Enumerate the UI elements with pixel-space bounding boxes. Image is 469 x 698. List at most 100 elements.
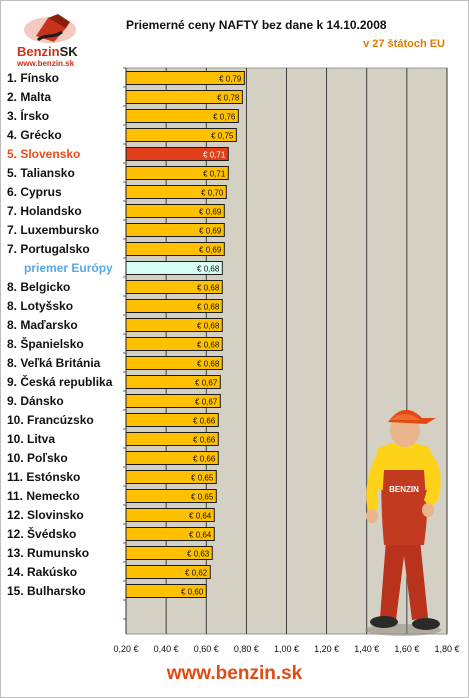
- country-label: 2. Malta: [7, 90, 52, 104]
- average-label: priemer Európy: [24, 261, 113, 275]
- bar: [125, 71, 245, 85]
- bar-value-label: € 0,67: [195, 379, 218, 388]
- bar-value-label: € 0,79: [219, 75, 242, 84]
- x-tick-label: 1,80 €: [434, 644, 459, 654]
- country-label: 12. Slovinsko: [7, 508, 84, 522]
- country-label: 10. Francúzsko: [7, 413, 94, 427]
- bar-value-label: € 0,65: [191, 493, 214, 502]
- country-label: 10. Poľsko: [7, 451, 68, 465]
- bar-value-label: € 0,63: [187, 550, 210, 559]
- bar: [125, 166, 229, 180]
- country-label: 8. Lotyšsko: [7, 299, 74, 313]
- bar-value-label: € 0,69: [199, 246, 222, 255]
- country-label: 6. Cyprus: [7, 185, 62, 199]
- bar-value-label: € 0,69: [199, 208, 222, 217]
- x-tick-label: 0,40 €: [154, 644, 179, 654]
- country-label: 10. Litva: [7, 432, 56, 446]
- country-label: 9. Dánsko: [7, 394, 64, 408]
- bar: [125, 318, 223, 332]
- bar: [125, 109, 239, 123]
- bar-value-label: € 0,64: [189, 512, 212, 521]
- x-tick-label: 1,00 €: [274, 644, 299, 654]
- bar: [125, 451, 219, 465]
- country-label: 7. Portugalsko: [7, 242, 90, 256]
- bar: [125, 546, 213, 560]
- bar: [125, 90, 243, 104]
- country-label: 7. Luxembursko: [7, 223, 100, 237]
- bar: [125, 375, 221, 389]
- bar: [125, 584, 207, 598]
- country-label: 15. Bulharsko: [7, 584, 86, 598]
- bar-value-label: € 0,71: [203, 151, 226, 160]
- country-label: 5. Slovensko: [7, 147, 81, 161]
- bar: [125, 489, 217, 503]
- country-label: 12. Švédsko: [7, 527, 77, 541]
- country-label: 8. Veľká Británia: [7, 356, 101, 370]
- bar-value-label: € 0,68: [197, 265, 220, 274]
- bar-value-label: € 0,66: [193, 455, 216, 464]
- bar: [125, 337, 223, 351]
- bar-value-label: € 0,75: [211, 132, 234, 141]
- country-label: 9. Česká republika: [7, 375, 113, 389]
- country-label: 5. Taliansko: [7, 166, 75, 180]
- chart-title: Priemerné ceny NAFTY bez dane k 14.10.20…: [126, 18, 387, 32]
- bar: [125, 204, 225, 218]
- logo-wordmark: BenzinSK: [17, 44, 78, 59]
- bar-value-label: € 0,64: [189, 531, 212, 540]
- x-tick-label: 0,80 €: [234, 644, 259, 654]
- country-label: 13. Rumunsko: [7, 546, 90, 560]
- bar: [125, 242, 225, 256]
- x-tick-label: 1,40 €: [354, 644, 379, 654]
- bar-value-label: € 0,67: [195, 398, 218, 407]
- country-label: 8. Španielsko: [7, 337, 84, 351]
- bar-value-label: € 0,62: [185, 569, 208, 578]
- bar-value-label: € 0,60: [181, 588, 204, 597]
- bar: [125, 470, 217, 484]
- bar: [125, 527, 215, 541]
- bar: [125, 185, 227, 199]
- bar-value-label: € 0,65: [191, 474, 214, 483]
- country-label: 11. Nemecko: [7, 489, 80, 503]
- country-label: 7. Holandsko: [7, 204, 82, 218]
- country-label: 4. Grécko: [7, 128, 62, 142]
- x-tick-label: 1,20 €: [314, 644, 339, 654]
- mascot-badge-text: BENZIN: [389, 485, 419, 494]
- country-label: 8. Belgicko: [7, 280, 71, 294]
- bar: [125, 432, 219, 446]
- x-tick-label: 0,60 €: [194, 644, 219, 654]
- bar-value-label: € 0,66: [193, 417, 216, 426]
- bar: [125, 413, 219, 427]
- bar-value-label: € 0,68: [197, 303, 220, 312]
- bar-value-label: € 0,68: [197, 341, 220, 350]
- mascot-illustration: BENZIN: [365, 409, 441, 636]
- bar-value-label: € 0,70: [201, 189, 224, 198]
- bar-value-label: € 0,71: [203, 170, 226, 179]
- benzin-logo[interactable]: BenzinSK www.benzin.sk: [14, 12, 88, 68]
- bar: [125, 565, 211, 579]
- x-tick-label: 0,20 €: [113, 644, 138, 654]
- bar: [125, 299, 223, 313]
- bar: [125, 128, 237, 142]
- country-label: 8. Maďarsko: [7, 318, 78, 332]
- footer-url[interactable]: www.benzin.sk: [166, 663, 303, 684]
- bar-value-label: € 0,66: [193, 436, 216, 445]
- bar-value-label: € 0,78: [217, 94, 240, 103]
- chart-subtitle: v 27 štátoch EU: [363, 38, 445, 50]
- country-label: 14. Rakúsko: [7, 565, 78, 579]
- bar-value-label: € 0,76: [213, 113, 236, 122]
- bar: [125, 261, 223, 275]
- bar-value-label: € 0,68: [197, 284, 220, 293]
- fuel-nozzle-icon: [24, 14, 76, 43]
- bar: [125, 223, 225, 237]
- bar: [125, 508, 215, 522]
- country-label: 11. Estónsko: [7, 470, 81, 484]
- country-label: 1. Fínsko: [7, 71, 60, 85]
- bar: [125, 356, 223, 370]
- bar-value-label: € 0,68: [197, 360, 220, 369]
- logo-url: www.benzin.sk: [17, 59, 75, 68]
- bar: [125, 147, 229, 161]
- bar-value-label: € 0,68: [197, 322, 220, 331]
- bar: [125, 280, 223, 294]
- x-tick-label: 1,60 €: [394, 644, 419, 654]
